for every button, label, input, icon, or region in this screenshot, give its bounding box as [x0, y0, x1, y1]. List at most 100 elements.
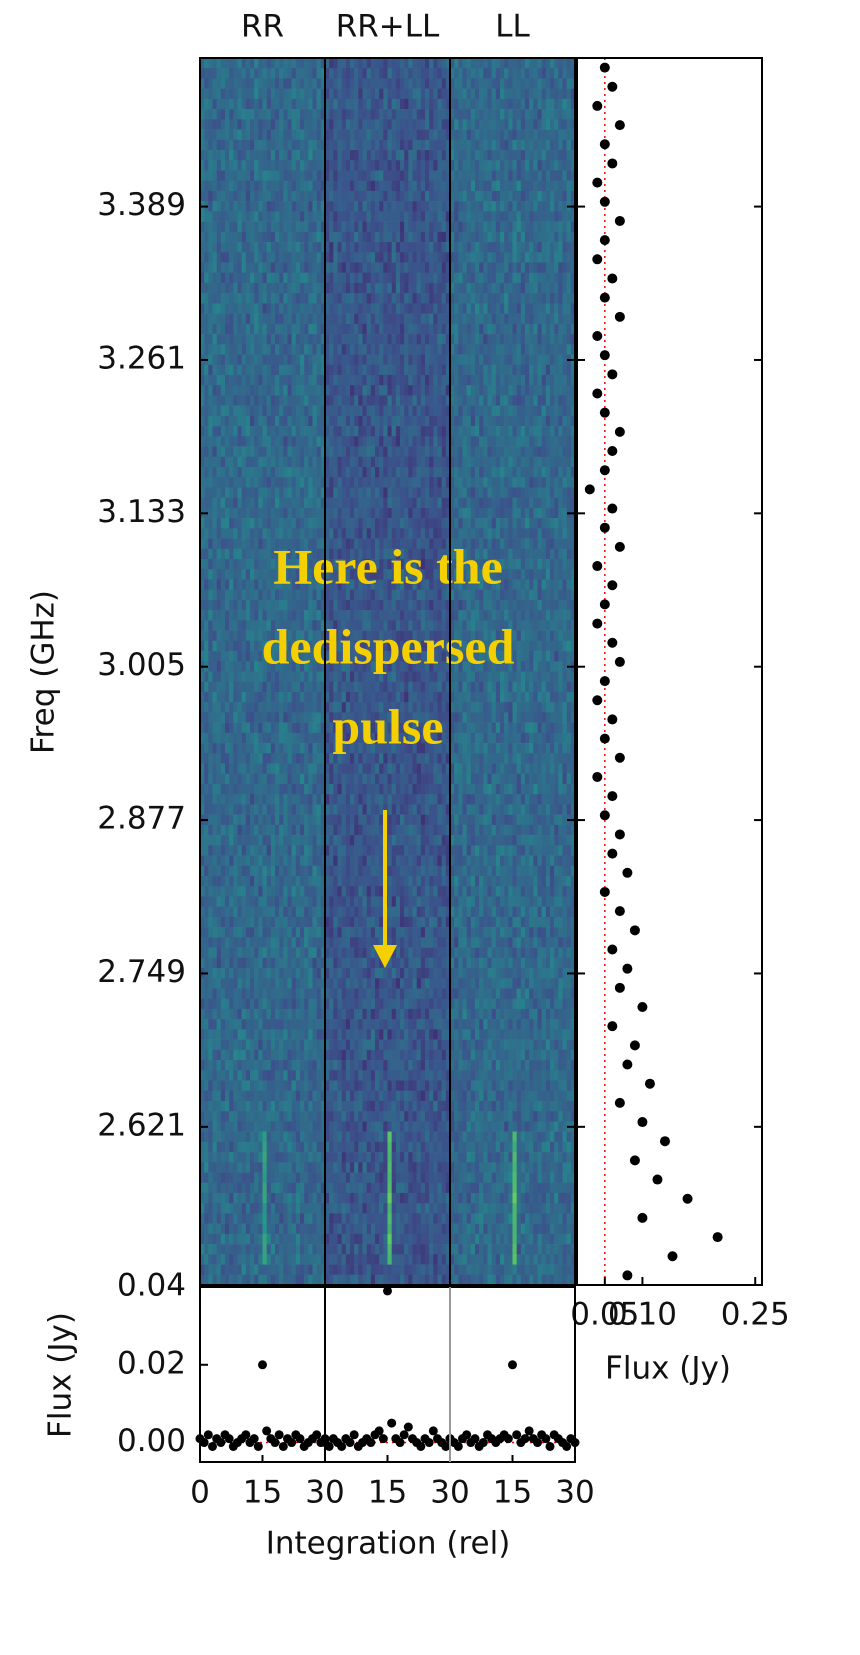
heatmap-cell	[367, 252, 371, 263]
heatmap-cell	[213, 835, 217, 846]
heatmap-cell	[213, 1019, 217, 1030]
heatmap-cell	[375, 477, 379, 488]
heatmap-cell	[433, 314, 437, 325]
heatmap-cell	[233, 528, 237, 539]
heatmap-cell	[371, 355, 375, 366]
heatmap-cell	[371, 170, 375, 181]
heatmap-cell	[283, 314, 287, 325]
heatmap-cell	[417, 375, 421, 386]
heatmap-cell	[288, 181, 292, 192]
heatmap-cell	[246, 917, 250, 928]
heatmap-cell	[221, 743, 225, 754]
heatmap-cell	[267, 764, 271, 775]
heatmap-cell	[400, 252, 404, 263]
heatmap-cell	[204, 620, 208, 631]
heatmap-cell	[267, 1203, 271, 1214]
heatmap-cell	[267, 1121, 271, 1132]
heatmap-cell	[438, 416, 442, 427]
heatmap-cell	[254, 528, 258, 539]
heatmap-cell	[421, 232, 425, 243]
heatmap-cell	[275, 181, 279, 192]
heatmap-cell	[275, 68, 279, 79]
heatmap-cell	[271, 1070, 275, 1081]
heatmap-cell	[383, 89, 387, 100]
heatmap-cell	[225, 1121, 229, 1132]
heatmap-cell	[292, 447, 296, 458]
heatmap-cell	[425, 201, 429, 212]
heatmap-cell	[242, 68, 246, 79]
heatmap-cell	[258, 385, 262, 396]
heatmap-cell	[404, 78, 408, 89]
heatmap-cell	[313, 395, 317, 406]
heatmap-cell	[404, 355, 408, 366]
heatmap-cell	[221, 1029, 225, 1040]
heatmap-cell	[271, 907, 275, 918]
heatmap-cell	[225, 68, 229, 79]
heatmap-cell	[438, 130, 442, 141]
heatmap-cell	[250, 457, 254, 468]
heatmap-cell	[283, 293, 287, 304]
heatmap-cell	[246, 590, 250, 601]
heatmap-cell	[208, 988, 212, 999]
heatmap-cell	[296, 784, 300, 795]
heatmap-cell	[304, 68, 308, 79]
heatmap-cell	[288, 1091, 292, 1102]
heatmap-cell	[229, 927, 233, 938]
heatmap-cell	[404, 170, 408, 181]
heatmap-cell	[225, 273, 229, 284]
heatmap-cell	[246, 89, 250, 100]
heatmap-cell	[238, 1050, 242, 1061]
heatmap-cell	[313, 1050, 317, 1061]
heatmap-cell	[442, 273, 446, 284]
heatmap-cell	[254, 1101, 258, 1112]
heatmap-cell	[404, 273, 408, 284]
heatmap-cell	[354, 314, 358, 325]
heatmap-cell	[238, 856, 242, 867]
heatmap-cell	[304, 99, 308, 110]
heatmap-cell	[254, 1183, 258, 1194]
heatmap-cell	[350, 89, 354, 100]
heatmap-cell	[417, 211, 421, 222]
heatmap-cell	[354, 508, 358, 519]
heatmap-cell	[317, 201, 321, 212]
heatmap-cell	[283, 242, 287, 253]
heatmap-cell	[279, 1019, 283, 1030]
heatmap-cell	[221, 467, 225, 478]
heatmap-cell	[221, 948, 225, 959]
heatmap-cell	[388, 232, 392, 243]
heatmap-cell	[238, 631, 242, 642]
heatmap-cell	[246, 58, 250, 69]
heatmap-cell	[296, 426, 300, 437]
heatmap-cell	[442, 119, 446, 130]
heatmap-cell	[238, 794, 242, 805]
heatmap-cell	[233, 222, 237, 233]
heatmap-cell	[313, 723, 317, 734]
heatmap-cell	[267, 1265, 271, 1276]
heatmap-cell	[267, 89, 271, 100]
heatmap-cell	[254, 1040, 258, 1051]
heatmap-cell	[217, 1254, 221, 1265]
heatmap-cell	[250, 539, 254, 550]
heatmap-cell	[354, 436, 358, 447]
heatmap-cell	[383, 518, 387, 529]
heatmap-cell	[221, 590, 225, 601]
heatmap-cell	[279, 794, 283, 805]
heatmap-cell	[417, 78, 421, 89]
heatmap-cell	[308, 211, 312, 222]
heatmap-cell	[404, 518, 408, 529]
heatmap-cell	[204, 978, 208, 989]
heatmap-cell	[225, 130, 229, 141]
heatmap-cell	[346, 140, 350, 151]
heatmap-cell	[250, 487, 254, 498]
heatmap-cell	[313, 876, 317, 887]
heatmap-cell	[238, 1183, 242, 1194]
heatmap-cell	[421, 303, 425, 314]
heatmap-cell	[292, 365, 296, 376]
heatmap-cell	[283, 201, 287, 212]
heatmap-cell	[254, 273, 258, 284]
heatmap-cell	[304, 1173, 308, 1184]
heatmap-cell	[204, 999, 208, 1010]
heatmap-cell	[300, 314, 304, 325]
heatmap-cell	[288, 1070, 292, 1081]
heatmap-cell	[304, 1121, 308, 1132]
